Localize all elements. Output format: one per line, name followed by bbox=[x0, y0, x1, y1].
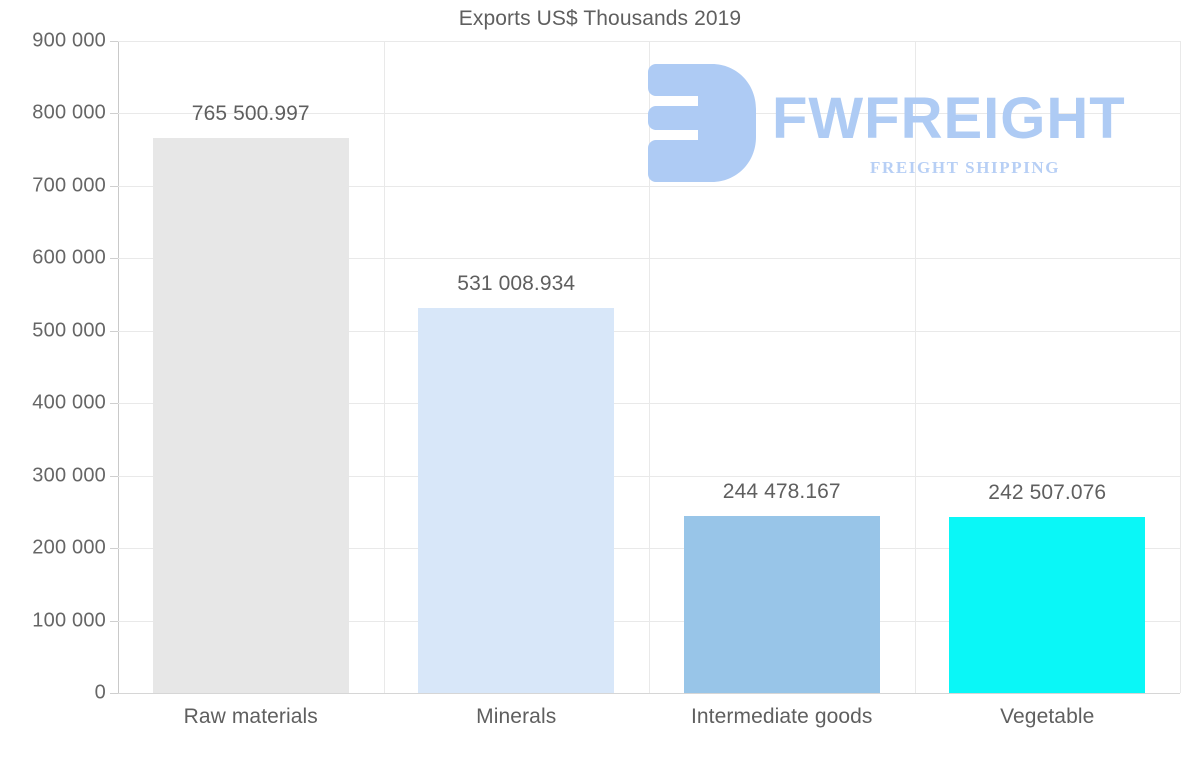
x-axis-category-label: Minerals bbox=[476, 705, 557, 728]
y-axis-tick-label: 800 000 bbox=[32, 101, 106, 124]
y-axis-tick-label: 700 000 bbox=[32, 174, 106, 197]
bar-minerals[interactable] bbox=[418, 308, 615, 693]
grid-line-horizontal bbox=[118, 693, 1180, 694]
chart-title: Exports US$ Thousands 2019 bbox=[458, 7, 742, 30]
y-axis-tick-label: 600 000 bbox=[32, 246, 106, 269]
y-axis-tick-mark bbox=[110, 113, 118, 115]
y-axis-tick-label: 500 000 bbox=[32, 319, 106, 342]
y-axis-tick-label: 300 000 bbox=[32, 464, 106, 487]
y-axis-tick-label: 100 000 bbox=[32, 609, 106, 632]
y-axis-tick-mark bbox=[110, 475, 118, 477]
y-axis-tick-label: 900 000 bbox=[32, 29, 106, 52]
y-axis-tick-mark bbox=[110, 185, 118, 187]
x-axis-category-label: Intermediate goods bbox=[690, 705, 873, 728]
bar-value-label: 244 478.167 bbox=[722, 479, 841, 503]
bar-value-label: 765 500.997 bbox=[191, 102, 310, 126]
bar-vegetable[interactable] bbox=[949, 517, 1146, 693]
y-axis-tick-mark bbox=[110, 330, 118, 332]
bar-value-label: 242 507.076 bbox=[988, 481, 1107, 505]
bar-value-label: 531 008.934 bbox=[457, 272, 576, 296]
grid-line-vertical bbox=[384, 41, 385, 693]
y-axis-tick-label: 200 000 bbox=[32, 536, 106, 559]
grid-line-vertical bbox=[649, 41, 650, 693]
y-axis-tick-mark bbox=[110, 620, 118, 622]
y-axis-tick-mark bbox=[110, 403, 118, 405]
y-axis-line bbox=[118, 41, 119, 693]
bar-intermediate-goods[interactable] bbox=[683, 515, 880, 693]
y-axis-tick-mark bbox=[110, 548, 118, 550]
plot-area bbox=[118, 41, 1181, 694]
grid-line-vertical bbox=[1180, 41, 1181, 693]
y-axis-tick-mark bbox=[110, 693, 118, 694]
y-axis-tick-mark bbox=[110, 41, 118, 42]
bar-raw-materials[interactable] bbox=[152, 138, 349, 693]
y-axis-tick-label: 0 bbox=[94, 681, 106, 704]
x-axis-category-label: Raw materials bbox=[183, 705, 318, 728]
grid-line-vertical bbox=[915, 41, 916, 693]
y-axis-tick-label: 400 000 bbox=[32, 391, 106, 414]
x-axis-category-label: Vegetable bbox=[1000, 705, 1095, 728]
y-axis-tick-mark bbox=[110, 258, 118, 260]
